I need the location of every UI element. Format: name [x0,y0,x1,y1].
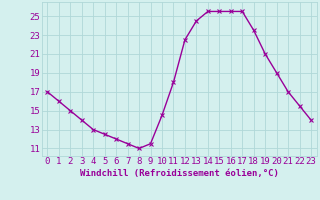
X-axis label: Windchill (Refroidissement éolien,°C): Windchill (Refroidissement éolien,°C) [80,169,279,178]
